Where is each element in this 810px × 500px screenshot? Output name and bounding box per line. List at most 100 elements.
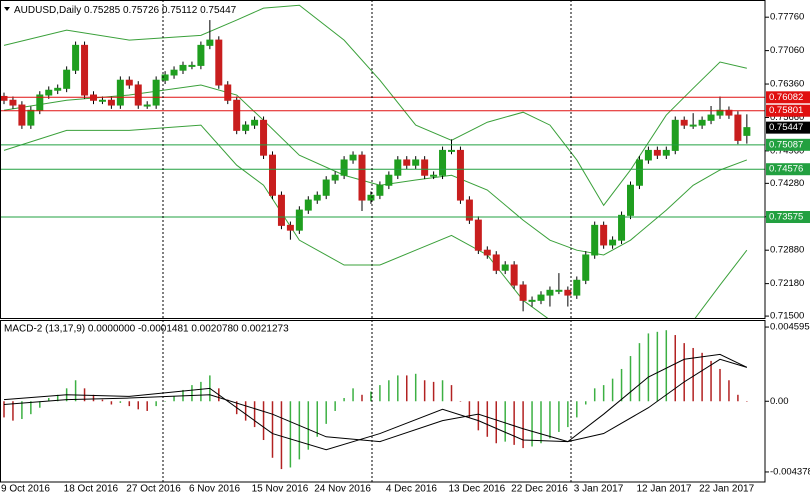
candle-body	[304, 199, 312, 211]
y-tick-label: 0.75660	[770, 112, 804, 123]
histogram-bar	[522, 401, 524, 449]
level-label: 0.73575	[769, 212, 803, 223]
histogram-bar	[271, 401, 274, 458]
x-tick-label: 3 Jan 2017	[574, 484, 624, 495]
level-label-box	[766, 104, 810, 117]
candle-body	[116, 79, 124, 106]
histogram-bar	[647, 333, 650, 402]
macd-title: MACD-2 (13,17,9) 0.0000000 -0.0001481 0.…	[4, 324, 289, 335]
histogram-bar	[406, 375, 408, 402]
y-tick-label: 0.74280	[770, 178, 804, 189]
price-panel	[0, 4, 765, 318]
histogram-bar	[414, 373, 417, 402]
candle-body	[18, 104, 26, 126]
histogram-bar	[110, 401, 113, 405]
candle-body	[573, 279, 581, 296]
histogram-bar	[173, 396, 175, 402]
candle-body	[277, 194, 285, 226]
candle-body	[81, 44, 89, 96]
x-tick-label: 27 Oct 2016	[126, 484, 181, 495]
histogram-bar	[674, 335, 676, 402]
candle-body	[170, 69, 178, 76]
histogram-bar	[388, 380, 390, 402]
histogram-bar	[3, 401, 5, 418]
candle-body	[152, 79, 160, 106]
candle-body	[662, 149, 670, 156]
candle-body	[582, 254, 590, 281]
histogram-bar	[146, 401, 148, 411]
histogram-bar	[710, 360, 712, 402]
histogram-bar	[289, 401, 292, 468]
y-tick-label: 0.72180	[770, 278, 804, 289]
y-tick-label: 0.71500	[770, 311, 804, 322]
histogram-bar	[593, 388, 596, 402]
histogram-bar	[92, 394, 95, 402]
candle-body	[224, 84, 232, 101]
histogram-bar	[30, 401, 32, 415]
candle-body	[179, 64, 187, 71]
ohlc-close: 0.75447	[200, 5, 237, 16]
level-label: 0.75087	[769, 139, 803, 150]
candle-body	[349, 154, 357, 161]
histogram-bar	[513, 401, 515, 445]
histogram-bar	[21, 401, 23, 420]
candle-body	[385, 174, 393, 186]
x-tick-label: 13 Dec 2016	[449, 484, 506, 495]
candle-body	[9, 99, 17, 106]
candle-body	[125, 79, 133, 86]
candle-body	[734, 114, 742, 141]
candle-body	[367, 194, 375, 201]
price-header: AUDUSD,Daily 0.75285 0.75726 0.75112 0.7…	[14, 5, 237, 16]
candle-body	[528, 299, 536, 302]
y-tick-label: 0.77760	[770, 12, 804, 23]
candle-body	[27, 109, 35, 126]
candle-body	[537, 294, 545, 301]
histogram-bar	[423, 380, 426, 402]
bollinger-band	[3, 84, 748, 256]
level-label: 0.76082	[769, 92, 803, 103]
candle-body	[98, 99, 106, 102]
candle-body	[322, 179, 330, 196]
level-label: 0.75801	[769, 105, 803, 116]
histogram-bar	[191, 385, 193, 402]
candle-body	[107, 99, 115, 106]
candle-body	[233, 99, 241, 131]
candle-body	[188, 64, 196, 67]
histogram-bar	[307, 401, 310, 450]
histogram-bar	[531, 401, 533, 447]
menu-icon	[4, 7, 10, 11]
histogram-bar	[638, 343, 641, 402]
x-tick-label: 24 Nov 2016	[314, 484, 371, 495]
candle-body	[448, 149, 455, 152]
histogram-bar	[683, 343, 685, 402]
histogram-bar	[164, 401, 166, 402]
histogram-bar	[280, 401, 283, 470]
candle-body	[689, 124, 697, 127]
level-label-box	[766, 138, 810, 151]
histogram-bar	[728, 380, 730, 402]
candle-body	[54, 87, 62, 91]
histogram-bar	[611, 378, 614, 402]
histogram-bar	[39, 401, 41, 408]
y-tick-label: -0.004378	[770, 466, 810, 477]
level-label-box	[766, 211, 810, 224]
candle-body	[376, 184, 384, 196]
x-tick-label: 15 Nov 2016	[252, 484, 309, 495]
y-tick-label: 0.76360	[770, 79, 804, 90]
histogram-bar	[549, 401, 551, 439]
x-tick-label: 9 Oct 2016	[1, 484, 50, 495]
histogram-bar	[629, 356, 632, 402]
histogram-bar	[441, 380, 444, 402]
candle-body	[510, 264, 518, 286]
price-frame	[0, 0, 766, 319]
histogram-bar	[746, 401, 748, 402]
candle-body	[403, 159, 411, 166]
histogram-bar	[432, 381, 435, 402]
x-tick-label: 4 Dec 2016	[386, 484, 438, 495]
histogram-bar	[56, 394, 59, 402]
candle-body	[465, 199, 473, 221]
candle-body	[340, 159, 348, 176]
histogram-bar	[361, 394, 363, 402]
